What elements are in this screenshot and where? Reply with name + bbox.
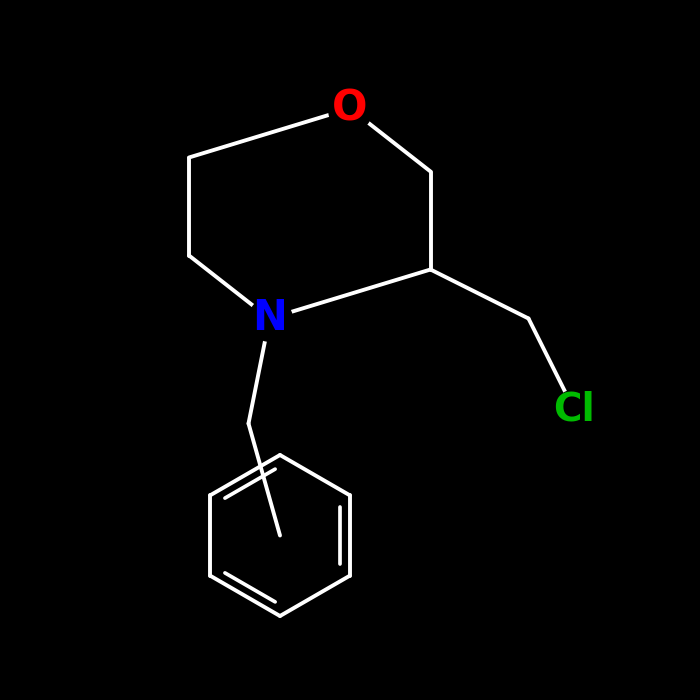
Text: N: N [252,298,287,340]
Text: O: O [332,88,368,130]
Text: Cl: Cl [553,391,595,428]
